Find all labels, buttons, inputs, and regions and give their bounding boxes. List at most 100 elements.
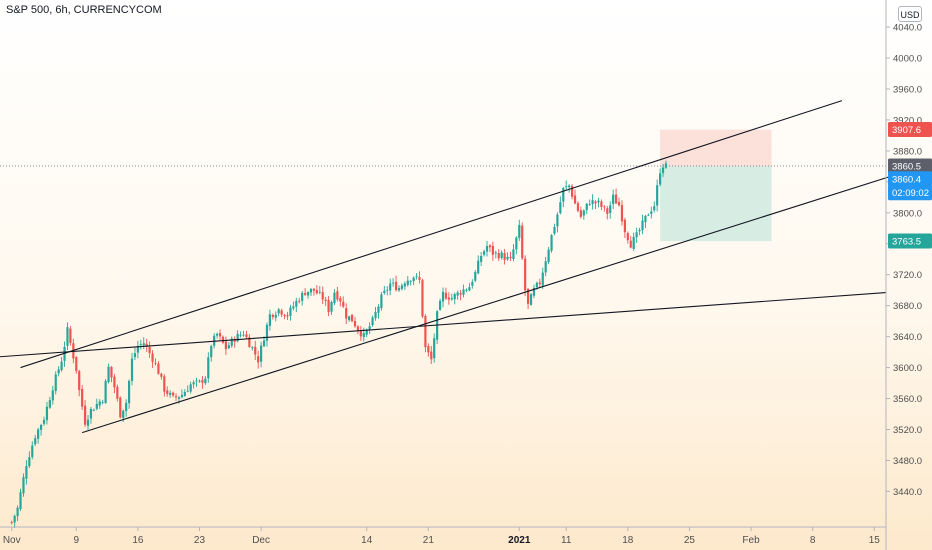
candle-body xyxy=(83,405,87,425)
candle-body xyxy=(119,397,122,418)
x-tick-label: 21 xyxy=(423,535,435,546)
candle-body xyxy=(529,294,533,305)
candle-body xyxy=(13,515,16,523)
candle-body xyxy=(535,282,538,288)
y-tick-label: 3600.0 xyxy=(893,363,922,374)
x-tick-label: Nov xyxy=(3,535,21,546)
candle-body xyxy=(576,203,580,211)
candle-body xyxy=(526,288,530,304)
x-tick-label: 15 xyxy=(869,535,881,546)
candle-body xyxy=(544,261,547,273)
price-tag xyxy=(888,185,932,201)
candle-body xyxy=(233,338,236,342)
candle-body xyxy=(75,357,78,371)
candle-body xyxy=(280,310,283,315)
candle-body xyxy=(415,275,418,277)
x-tick-label: 11 xyxy=(561,535,572,546)
candle-body xyxy=(647,214,650,216)
candle-body xyxy=(151,353,154,362)
x-tick-label: Dec xyxy=(252,535,270,546)
candle-body xyxy=(658,173,662,185)
candle-body xyxy=(81,388,84,407)
candle-body xyxy=(78,371,81,391)
candle-body xyxy=(10,522,13,523)
candle-body xyxy=(377,306,380,313)
candle-body xyxy=(218,333,222,337)
candle-body xyxy=(339,298,342,302)
candle-body xyxy=(515,237,518,250)
candle-body xyxy=(298,300,301,302)
x-tick-label: 16 xyxy=(132,535,144,546)
candle-body xyxy=(92,409,95,411)
price-tag-label: 3860.5 xyxy=(892,161,921,172)
candle-body xyxy=(477,260,480,274)
candle-body xyxy=(342,301,345,307)
candle-body xyxy=(242,334,245,336)
candle-body xyxy=(392,282,395,284)
candle-body xyxy=(113,376,116,388)
candle-body xyxy=(409,281,412,282)
candle-body xyxy=(541,272,544,286)
candle-body xyxy=(34,438,37,445)
candle-body xyxy=(262,340,266,347)
candle-body xyxy=(412,277,415,282)
candle-body xyxy=(500,252,503,259)
candle-body xyxy=(57,369,60,374)
candle-body xyxy=(304,293,307,295)
candle-body xyxy=(51,390,54,401)
y-tick-label: 3480.0 xyxy=(893,456,922,467)
candle-body xyxy=(227,345,230,349)
candle-body xyxy=(609,205,612,213)
candle-body xyxy=(95,404,98,409)
currency-button[interactable]: USD xyxy=(898,6,922,22)
candle-body xyxy=(321,292,324,300)
candle-body xyxy=(547,249,550,263)
candle-body xyxy=(19,492,22,510)
candle-body xyxy=(145,343,148,347)
candle-body xyxy=(471,281,474,286)
candle-body xyxy=(60,361,63,371)
x-tick-label: 25 xyxy=(684,535,696,546)
candle-body xyxy=(39,424,43,430)
candle-body xyxy=(356,326,360,331)
candle-body xyxy=(69,328,72,343)
candle-body xyxy=(362,333,365,338)
y-tick-label: 3440.0 xyxy=(893,487,922,498)
price-tag xyxy=(888,233,932,249)
candle-body xyxy=(31,445,34,458)
candle-body xyxy=(456,292,459,296)
candle-body xyxy=(603,206,606,208)
candle-body xyxy=(180,395,183,398)
candle-body xyxy=(210,346,213,358)
candle-body xyxy=(286,315,289,317)
candle-body xyxy=(45,406,49,421)
candle-body xyxy=(512,249,515,260)
candle-body xyxy=(494,252,497,254)
price-tag-label: 3907.6 xyxy=(892,125,921,136)
candle-body xyxy=(22,477,25,494)
candle-body xyxy=(465,289,468,291)
candle-body xyxy=(444,292,448,299)
candle-body xyxy=(171,392,175,396)
candle-body xyxy=(553,226,556,234)
candle-body xyxy=(661,167,665,174)
candle-body xyxy=(306,292,310,296)
candle-body xyxy=(154,362,157,364)
chart-title: S&P 500, 6h, CURRENCYCOM xyxy=(6,4,162,16)
candle-body xyxy=(16,507,19,517)
candle-body xyxy=(597,200,600,203)
candle-body xyxy=(130,358,134,381)
candle-body xyxy=(183,392,186,396)
candle-body xyxy=(453,294,456,300)
candle-body xyxy=(568,185,571,188)
candle-body xyxy=(86,419,90,426)
candle-body xyxy=(136,345,139,353)
candle-body xyxy=(368,326,371,330)
candle-body xyxy=(638,229,641,232)
candle-body xyxy=(612,194,615,205)
candle-body xyxy=(664,163,668,168)
candle-body xyxy=(54,374,57,391)
candle-body xyxy=(257,356,260,363)
candle-body xyxy=(148,346,151,354)
